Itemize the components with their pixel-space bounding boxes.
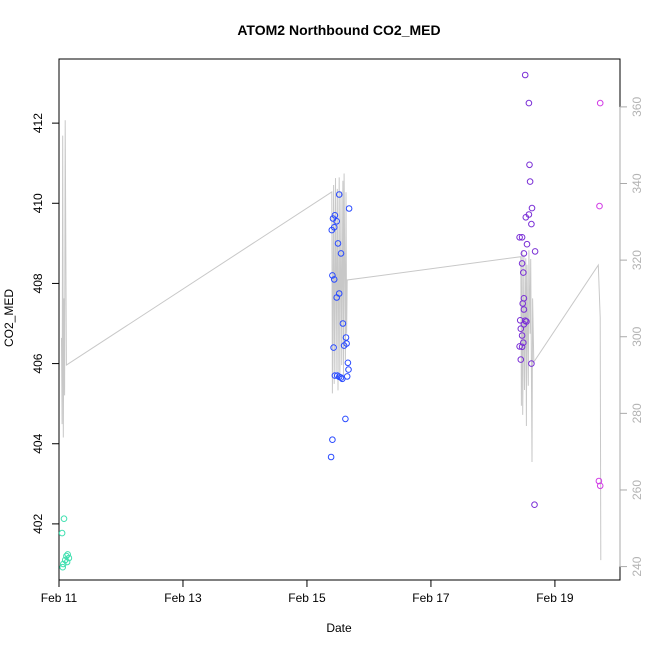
y2-tick-label: 240: [630, 556, 644, 576]
data-point: [327, 453, 335, 461]
x-tick-label: Feb 13: [164, 591, 202, 605]
data-point: [520, 306, 528, 313]
data-point: [528, 204, 536, 212]
data-point: [520, 250, 528, 257]
data-point: [522, 214, 530, 221]
y-axis-left: 402 404 406 408 410 412: [31, 113, 60, 534]
data-point: [517, 325, 525, 333]
data-point: [60, 515, 68, 523]
data-point: [337, 374, 345, 381]
data-point: [596, 482, 604, 490]
data-point: [526, 178, 534, 185]
y2-tick-label: 320: [630, 250, 644, 270]
data-point: [333, 218, 341, 225]
y2-tick-label: 340: [630, 173, 644, 193]
data-point: [331, 372, 339, 379]
series-0: [58, 515, 73, 571]
data-point: [333, 294, 341, 301]
data-point: [518, 260, 526, 267]
series-3: [595, 99, 604, 490]
data-point: [61, 556, 69, 564]
data-point: [520, 269, 527, 276]
data-point: [330, 276, 338, 283]
data-point: [520, 339, 527, 347]
data-point: [531, 248, 539, 255]
data-point: [525, 99, 533, 107]
data-point: [329, 436, 336, 444]
y2-tick-label: 280: [630, 403, 644, 423]
data-point: [528, 220, 535, 228]
x-axis-title: Date: [326, 621, 352, 635]
x-axis: Feb 11 Feb 13 Feb 15 Feb 17 Feb 19: [41, 579, 574, 605]
data-point: [329, 272, 336, 279]
data-point: [516, 234, 523, 241]
x-tick-label: Feb 17: [412, 591, 450, 605]
data-point: [523, 240, 531, 248]
data-point: [531, 501, 538, 509]
y2-tick-label: 260: [630, 480, 644, 500]
x-tick-label: Feb 11: [41, 591, 78, 605]
data-point: [596, 202, 603, 210]
line-series-layer: [61, 120, 602, 561]
y-tick-label: 402: [31, 514, 45, 534]
data-point: [596, 99, 604, 107]
data-point: [518, 343, 526, 351]
data-point: [345, 205, 353, 212]
data-point: [518, 234, 526, 241]
data-point: [340, 342, 348, 349]
data-point: [63, 558, 71, 566]
y-tick-label: 412: [31, 113, 45, 133]
data-point: [339, 320, 347, 327]
data-point: [59, 563, 67, 571]
x-tick-label: Feb 15: [288, 591, 326, 605]
data-point: [521, 71, 529, 79]
data-point: [64, 551, 71, 558]
data-point: [518, 332, 526, 339]
data-point: [330, 344, 337, 351]
data-point: [334, 240, 342, 247]
data-point: [60, 560, 67, 568]
y2-tick-label: 300: [630, 326, 644, 346]
series-2: [516, 71, 539, 509]
data-point: [328, 226, 336, 234]
data-point: [516, 317, 524, 324]
data-point: [595, 477, 603, 485]
data-point: [343, 373, 351, 380]
data-point: [335, 191, 343, 198]
y-axis-right: 240 260 280 300 320 340 360: [619, 97, 644, 577]
data-point: [517, 356, 525, 363]
series-1: [327, 191, 353, 461]
y-tick-label: 408: [31, 273, 45, 293]
y2-tick-label: 360: [630, 97, 644, 117]
chart-title: ATOM2 Northbound CO2_MED: [237, 22, 440, 38]
data-point: [528, 360, 535, 367]
data-point: [344, 359, 352, 367]
data-point: [521, 317, 529, 325]
y-tick-label: 406: [31, 353, 45, 373]
data-point: [331, 212, 339, 219]
y-tick-label: 410: [31, 193, 45, 213]
data-point: [516, 343, 523, 350]
data-point: [65, 554, 73, 562]
data-point: [345, 366, 352, 373]
data-point: [342, 415, 349, 423]
data-point: [58, 529, 66, 537]
data-point: [519, 300, 527, 307]
y-tick-label: 404: [31, 433, 45, 453]
data-point: [337, 250, 345, 257]
data-point: [526, 161, 533, 169]
x-tick-label: Feb 19: [536, 591, 574, 605]
data-point: [520, 321, 528, 328]
y-axis-title: CO2_MED: [2, 289, 16, 347]
points-layer: [58, 71, 604, 571]
line-series-trace: [61, 120, 602, 561]
